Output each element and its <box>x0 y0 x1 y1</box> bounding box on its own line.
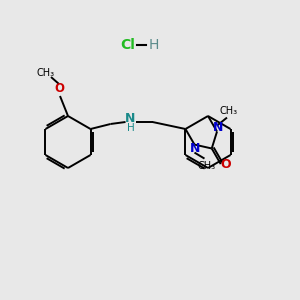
Text: H: H <box>127 123 134 133</box>
Text: H: H <box>149 38 159 52</box>
Text: O: O <box>220 158 231 171</box>
Text: N: N <box>213 121 223 134</box>
Text: O: O <box>54 82 64 94</box>
Text: N: N <box>125 112 136 125</box>
Text: CH₃: CH₃ <box>37 68 55 78</box>
Text: CH₃: CH₃ <box>197 160 215 171</box>
Text: CH₃: CH₃ <box>220 106 238 116</box>
Text: N: N <box>190 142 201 155</box>
Text: Cl: Cl <box>121 38 135 52</box>
